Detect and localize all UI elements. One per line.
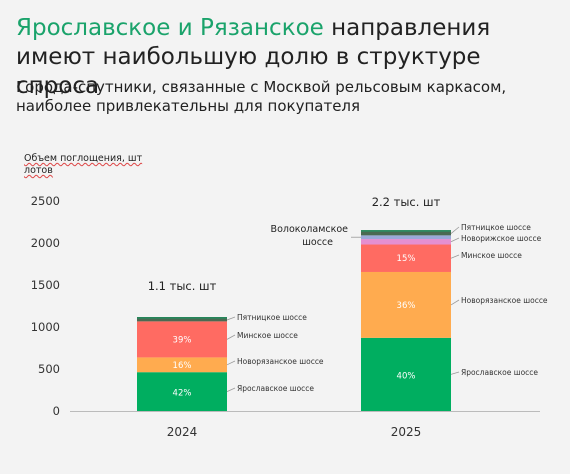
y-tick-label: 1500 (31, 278, 60, 292)
title-accent: Ярославское и Рязанское (16, 15, 324, 41)
bar-segment (361, 239, 451, 245)
bar-top-line (361, 230, 451, 232)
total-label: 2.2 тыс. шт (372, 195, 441, 209)
data-label: 15% (397, 254, 416, 264)
annotation-label: Новорижское шоссе (461, 234, 542, 243)
bar-segment (137, 321, 227, 358)
annotation-leader (226, 316, 236, 321)
annotation-label: Минское шоссе (237, 331, 298, 340)
y-axis-label: Объем поглощения, шт лотов (24, 153, 143, 176)
bar-segment (137, 372, 227, 411)
bar-segment (137, 357, 227, 373)
y-tick-label: 2000 (31, 236, 60, 250)
annotation-label: Пятницкое шоссе (461, 223, 531, 232)
annotation-label: Пятницкое шоссе (237, 313, 307, 322)
y-tick-label: 500 (38, 362, 60, 376)
annotation-leader (450, 254, 460, 259)
data-label: 39% (173, 335, 192, 345)
bar-segment (361, 244, 451, 272)
bar-segment (361, 235, 451, 240)
title-rest: направления имеют наибольшую долю в стру… (16, 15, 491, 99)
annotation-label: Новорязанское шоссе (237, 357, 324, 366)
total-label: 1.1 тыс. шт (148, 279, 217, 293)
x-tick-label: 2024 (167, 425, 198, 439)
chart-subtitle: Города-спутники, связанные с Москвой рел… (16, 78, 507, 115)
annotation-label: Волоколамское (271, 224, 349, 235)
annotation-label: Ярославское шоссе (461, 368, 538, 377)
chart-title: Ярославское и Рязанское направления имею… (16, 14, 561, 101)
annotation-leader (450, 299, 460, 306)
data-label: 40% (397, 371, 416, 381)
data-label: 42% (173, 389, 192, 399)
y-tick-label: 1000 (31, 320, 60, 334)
y-tick-label: 2500 (31, 194, 60, 208)
annotation-label: Новорязанское шоссе (461, 296, 548, 305)
annotation-label: Минское шоссе (461, 251, 522, 260)
y-tick-label: 0 (53, 404, 60, 418)
annotation-leader (450, 237, 460, 243)
x-tick-label: 2025 (391, 425, 422, 439)
data-label: 36% (397, 301, 416, 311)
annotation-label: шоссе (302, 237, 333, 248)
annotation-leader (450, 371, 460, 375)
bar-top-line (137, 317, 227, 319)
annotation-leader (226, 334, 236, 340)
bar-segment (361, 231, 451, 236)
annotation-leader (226, 360, 236, 366)
bar-segment (137, 318, 227, 322)
annotation-leader (450, 226, 460, 234)
bar-segment (361, 337, 451, 411)
annotation-leader (226, 387, 236, 392)
annotation-label: Ярославское шоссе (237, 384, 314, 393)
data-label: 16% (173, 361, 192, 371)
bar-segment (361, 271, 451, 338)
